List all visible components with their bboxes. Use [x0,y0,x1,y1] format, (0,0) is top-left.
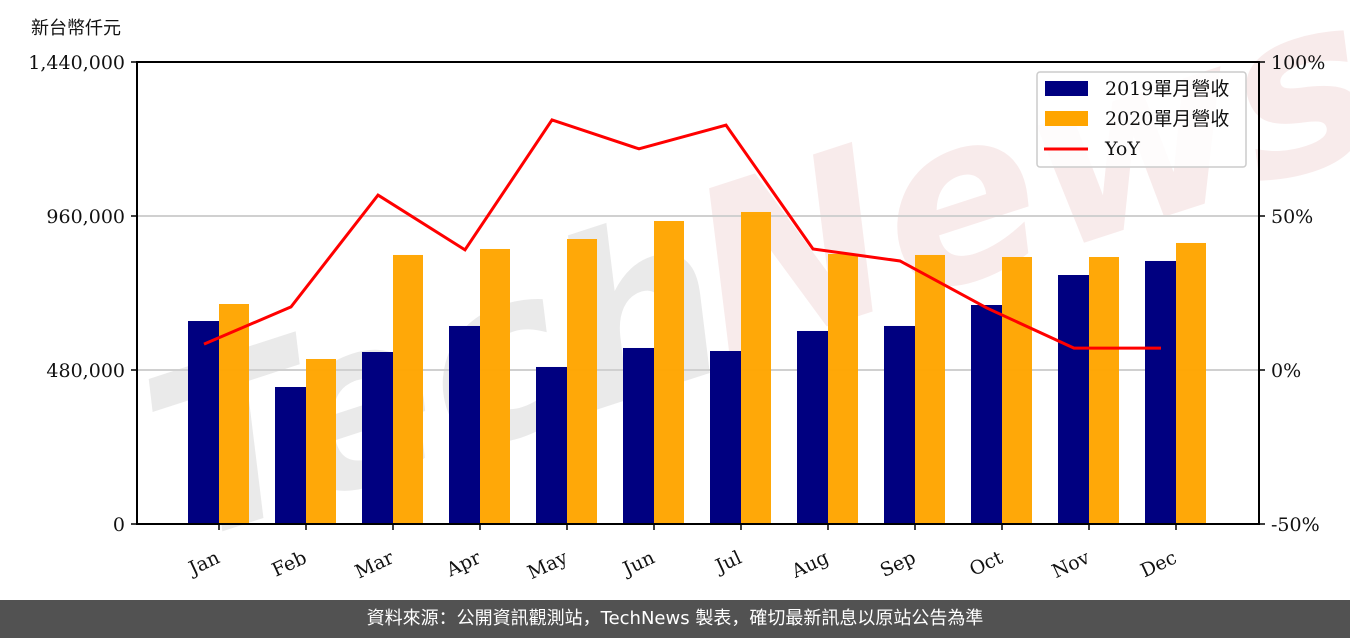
x-tick-label: May [524,546,571,584]
bar-2019 [449,325,480,524]
source-footer: 資料來源：公開資訊觀測站，TechNews 製表，確切最新訊息以原站公告為準 [0,600,1350,638]
x-tick-label: Jul [710,547,745,579]
bar-2020 [654,221,684,524]
bar-2020 [567,239,597,524]
bar-2020 [1089,257,1119,524]
bar-2019 [362,352,393,524]
left-tick-label: 1,440,000 [28,52,125,74]
bar-2020 [828,253,858,524]
yoy-line-series [203,118,1161,350]
bar-2019 [275,387,306,524]
legend-label: 2019單月營收 [1105,78,1229,100]
bar-2020 [915,254,945,524]
bar-2020 [1176,242,1206,524]
x-tick-label: Aug [787,547,832,583]
yoy-line [203,118,1161,350]
bar-2020 [1002,257,1032,524]
x-tick-label: Oct [966,546,1006,580]
bar-2020 [741,211,771,525]
bar-2019 [188,321,219,524]
revenue-chart: TechNews 0480,000960,0001,440,000-50%0%5… [28,0,1350,596]
x-tick-label: Dec [1137,547,1180,583]
legend: 2019單月營收 2020單月營收 YoY [1036,71,1247,168]
legend-label: 2020單月營收 [1105,108,1229,130]
x-tick-label: Mar [352,546,398,583]
right-tick-label: 100% [1271,52,1325,74]
right-tick-label: 50% [1271,206,1313,228]
bar-2019 [884,325,915,524]
bar-2020 [480,248,510,524]
bar-2019 [1145,260,1176,524]
bar-2019 [623,347,654,524]
bar-2019 [971,304,1002,524]
bar-2019 [536,366,567,524]
bar-2019 [1058,275,1089,524]
bar-2019 [710,351,741,524]
left-tick-label: 480,000 [46,360,125,382]
bar-series [188,211,1206,525]
bar-2020 [219,304,249,524]
legend-swatch [1045,81,1088,96]
x-tick-label: Apr [442,546,485,582]
bar-2020 [393,254,423,524]
left-tick-label: 0 [113,514,125,536]
legend-label: YoY [1104,138,1140,160]
y-axis-unit-label: 新台幣仟元 [31,18,121,39]
left-tick-label: 960,000 [46,206,125,228]
legend-swatch [1045,111,1088,126]
plot-frame [136,61,1260,525]
legend-box [1036,71,1247,168]
right-tick-label: -50% [1271,514,1320,536]
x-tick-label: Nov [1049,546,1094,582]
right-tick-label: 0% [1271,360,1301,382]
x-tick-label: Jun [618,547,658,581]
x-tick-label: Sep [877,547,919,582]
bar-2020 [306,358,336,524]
bar-2019 [797,330,828,524]
